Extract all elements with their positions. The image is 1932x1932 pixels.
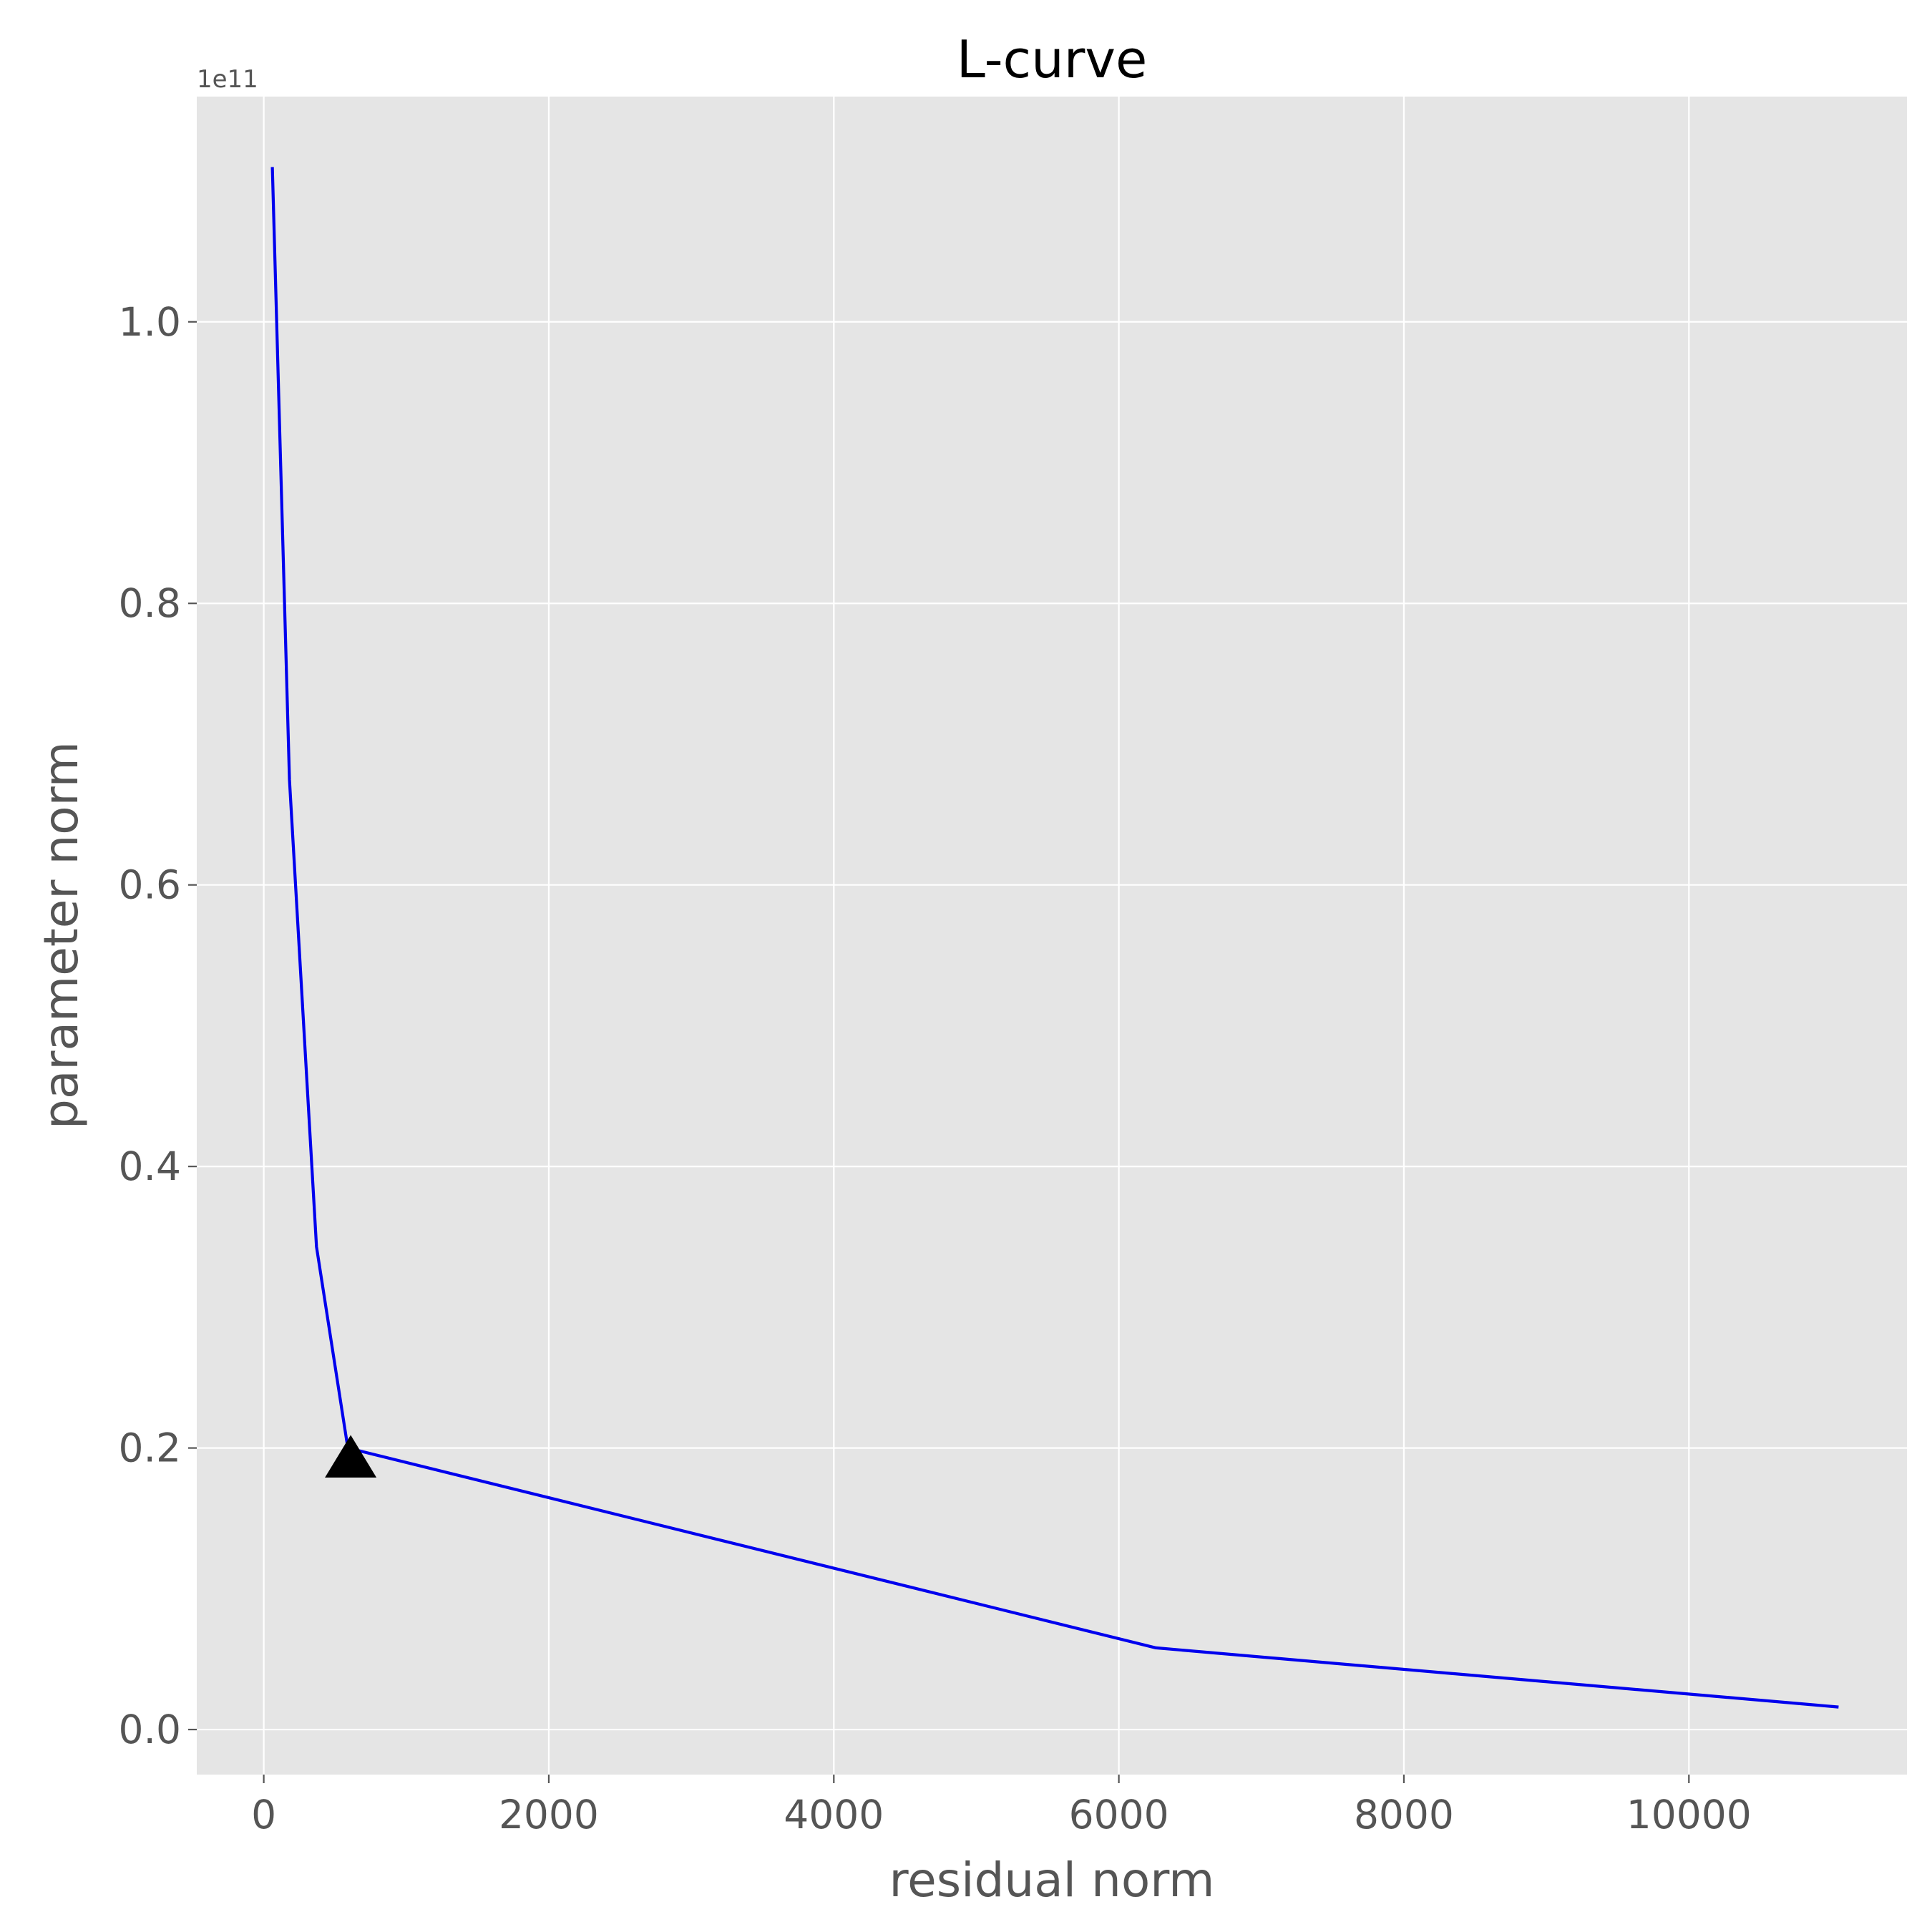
triangle-marker bbox=[325, 1435, 377, 1478]
data-markers bbox=[325, 1435, 377, 1478]
chart-title: L-curve bbox=[957, 29, 1148, 89]
y-tick-label: 0.6 bbox=[119, 862, 181, 908]
data-series bbox=[270, 167, 1839, 1709]
x-tick-label: 10000 bbox=[1626, 1792, 1752, 1838]
grid-lines bbox=[197, 97, 1907, 1775]
y-tick-label: 1.0 bbox=[119, 299, 181, 345]
x-tick-label: 2000 bbox=[499, 1792, 599, 1838]
x-tick-label: 6000 bbox=[1069, 1792, 1169, 1838]
x-axis-ticks: 0 2000 4000 6000 8000 10000 bbox=[251, 1775, 1752, 1838]
x-axis-label: residual norm bbox=[889, 1853, 1215, 1908]
y-axis-label: parameter norm bbox=[34, 741, 89, 1129]
plot-background bbox=[197, 97, 1907, 1775]
x-tick-label: 4000 bbox=[784, 1792, 884, 1838]
y-tick-label: 0.0 bbox=[119, 1707, 181, 1752]
y-axis-ticks: 0.0 0.2 0.4 0.6 0.8 1.0 bbox=[119, 299, 197, 1752]
y-tick-label: 0.2 bbox=[119, 1425, 181, 1471]
y-axis-offset-label: 1e11 bbox=[197, 65, 258, 94]
x-tick-label: 8000 bbox=[1354, 1792, 1454, 1838]
y-tick-label: 0.8 bbox=[119, 580, 181, 626]
x-tick-label: 0 bbox=[251, 1792, 276, 1838]
series-line bbox=[270, 167, 1839, 1709]
y-tick-label: 0.4 bbox=[119, 1143, 181, 1189]
